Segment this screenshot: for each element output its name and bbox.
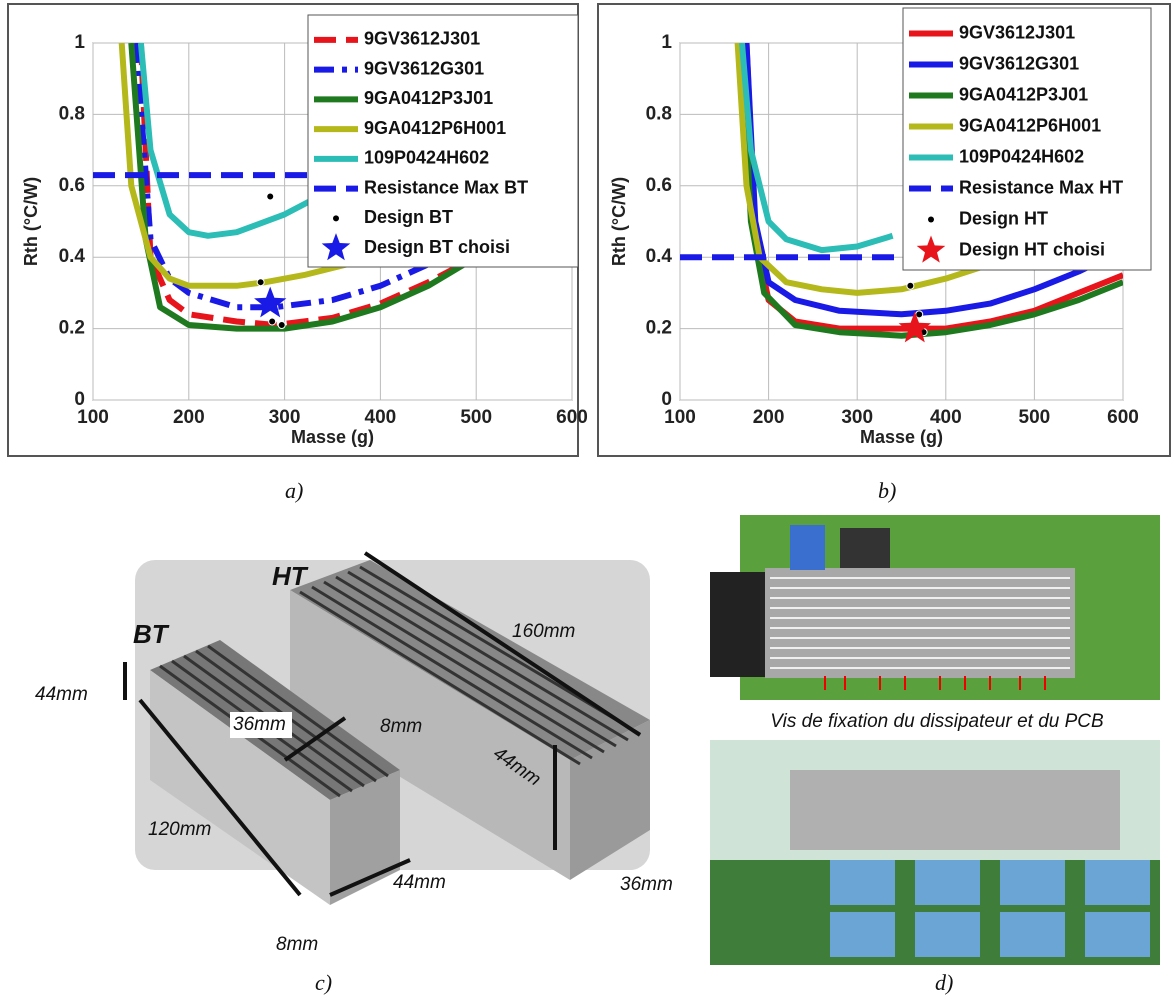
legend-label: 9GA0412P6H001 [364, 118, 506, 138]
legend-swatch [321, 233, 351, 261]
y-tick-label: 0 [74, 389, 85, 410]
y-axis-label: Rth (°C/W) [609, 177, 629, 266]
caption: c) [315, 970, 332, 995]
legend: 9GV3612J301 9GV3612G301 9GA0412P3J01 9GA041… [902, 7, 1152, 271]
x-tick-label: 100 [664, 407, 696, 428]
photo-label: 36mm [620, 874, 673, 895]
photo-label: 160mm [512, 621, 575, 642]
y-tick-label: 0.4 [646, 246, 673, 267]
legend-label: 9GV3612J301 [959, 22, 1075, 42]
x-tick-label: 300 [269, 407, 301, 428]
y-tick-label: 0 [661, 389, 672, 410]
y-tick-label: 1 [74, 32, 85, 53]
design-point [906, 281, 915, 290]
legend-label: Design BT choisi [364, 237, 510, 257]
legend-label: 9GA0412P3J01 [364, 88, 493, 108]
x-tick-label: 500 [460, 407, 492, 428]
legend-label: 9GV3612G301 [364, 58, 484, 78]
design-point [266, 192, 275, 201]
design-point [268, 317, 277, 326]
legend-swatch [928, 216, 934, 223]
y-tick-label: 0.8 [646, 103, 672, 124]
photo-label: 44mm [393, 872, 446, 893]
legend-swatch [916, 235, 946, 263]
legend-label: 109P0424H602 [959, 146, 1084, 166]
photo-caption: Vis de fixation du dissipateur et du PCB [770, 711, 1104, 732]
legend-label: 9GV3612J301 [364, 29, 480, 49]
charts: 100 200 300 400 500 600 0 0.2 0.4 0.6 0.8 1 Masse (g… [7, 3, 1171, 457]
plot-series [93, 43, 572, 332]
caption: d) [935, 970, 953, 995]
x-axis-label: Masse (g) [291, 427, 374, 447]
legend-label: Design HT [959, 208, 1048, 228]
y-tick-label: 0.6 [646, 175, 672, 196]
legend-box [902, 7, 1152, 271]
x-tick-label: 400 [930, 407, 962, 428]
series-line [734, 43, 992, 296]
chart: 100 200 300 400 500 600 0 0.2 0.4 0.6 0.8 1 Masse (g… [597, 3, 1171, 457]
photo-board: Vis de fixation du dissipateur et du PCB [710, 515, 1160, 965]
y-axis-label: Rth (°C/W) [21, 177, 41, 266]
y-tick-label: 0.4 [59, 246, 86, 267]
series-line [128, 43, 478, 332]
series-line [739, 43, 894, 254]
x-tick-label: 400 [365, 407, 397, 428]
design-point [915, 310, 924, 319]
legend: 9GV3612J301 9GV3612G301 9GA0412P3J01 9GA041… [307, 14, 579, 268]
design-star [254, 286, 287, 318]
y-tick-label: 0.2 [646, 318, 672, 339]
series-line [137, 43, 478, 328]
x-tick-label: 300 [841, 407, 873, 428]
y-tick-label: 0.6 [59, 175, 85, 196]
x-tick-label: 200 [753, 407, 785, 428]
design-point [256, 278, 265, 287]
photo-label: HT [272, 561, 309, 591]
x-tick-label: 200 [173, 407, 205, 428]
legend-box [307, 14, 579, 268]
x-tick-label: 500 [1019, 407, 1051, 428]
legend-label: 9GA0412P3J01 [959, 84, 1088, 104]
x-axis-label: Masse (g) [860, 427, 943, 447]
legend-label: Design HT choisi [959, 239, 1105, 259]
series-line [137, 43, 334, 239]
chart: 100 200 300 400 500 600 0 0.2 0.4 0.6 0.8 1 Masse (g… [7, 3, 588, 457]
caption: b) [878, 478, 896, 503]
photo-label: 8mm [380, 716, 422, 737]
series-line [739, 43, 1123, 339]
photo-label: 120mm [148, 819, 211, 840]
legend-label: Design BT [364, 207, 453, 227]
series-line [133, 43, 430, 311]
photo-heatsinks: HT BT 160mm 44mm 36mm 8mm 44mm 120mm 44m… [35, 551, 673, 955]
legend-label: 109P0424H602 [364, 148, 489, 168]
y-tick-label: 1 [661, 32, 672, 53]
legend-label: 9GV3612G301 [959, 53, 1079, 73]
legend-label: 9GA0412P6H001 [959, 115, 1101, 135]
x-tick-label: 600 [1107, 407, 1139, 428]
photo-label: BT [133, 619, 170, 649]
x-tick-label: 100 [77, 407, 109, 428]
design-star [898, 311, 931, 343]
legend-label: Resistance Max BT [364, 177, 528, 197]
y-tick-label: 0.8 [59, 103, 85, 124]
series-line [118, 43, 420, 289]
photo-label: 8mm [276, 934, 318, 955]
caption: a) [285, 478, 303, 503]
legend-swatch [333, 215, 339, 222]
design-point [277, 321, 286, 330]
legend-label: Resistance Max HT [959, 177, 1123, 197]
photo-label: 44mm [35, 684, 88, 705]
x-tick-label: 600 [556, 407, 588, 428]
y-tick-label: 0.2 [59, 318, 85, 339]
photo-label: 36mm [233, 714, 286, 735]
